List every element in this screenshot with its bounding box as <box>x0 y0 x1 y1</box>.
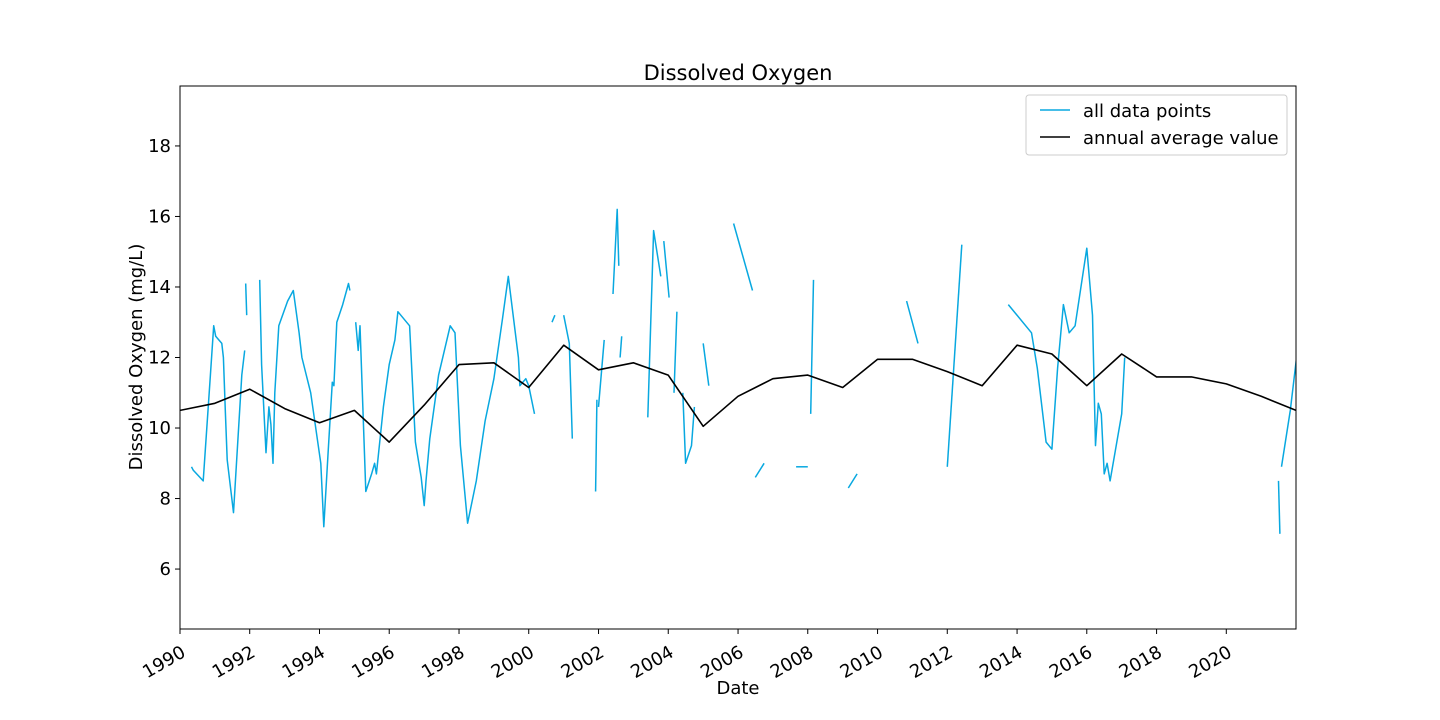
y-tick-label-8: 8 <box>160 489 171 510</box>
x-tick-label-1996: 1996 <box>348 642 398 683</box>
series-all-data-points-segment-23 <box>1277 480 1281 534</box>
series-all-data-points-segment-5 <box>562 315 574 439</box>
legend-box <box>1025 94 1288 156</box>
series-all-data-points-segment-9 <box>619 336 623 358</box>
x-tick-label-1990: 1990 <box>139 642 189 683</box>
series-all-data-points-segment-28 <box>1340 470 1343 481</box>
x-axis-label: Date <box>716 678 759 699</box>
x-tick-label-2006: 2006 <box>697 642 747 683</box>
series-all-data-points-segment-22 <box>1007 247 1126 482</box>
x-tick-label-1992: 1992 <box>209 642 259 683</box>
series-all-data-points-segment-2 <box>258 279 351 528</box>
series-all-data-points-segment-6 <box>594 399 598 492</box>
series-all-data-points-segment-3 <box>354 275 536 524</box>
x-tick-label-1998: 1998 <box>418 642 468 683</box>
x-tick-label-2002: 2002 <box>558 642 608 683</box>
axes-layer: 6 8 10 12 14 16 18 1990 1992 1994 1996 1998 2000 2002… <box>139 136 1235 683</box>
plot-frame <box>179 85 1297 630</box>
series-all-data-points-segment-14 <box>702 343 710 386</box>
series-all-data-points-segment-29 <box>1348 174 1440 502</box>
x-tick-label-2004: 2004 <box>627 642 677 683</box>
y-tick-label-16: 16 <box>148 206 171 227</box>
series-all-data-points-segment-25 <box>1305 284 1320 404</box>
series-layer <box>180 174 1440 534</box>
x-tick-label-2018: 2018 <box>1116 642 1166 683</box>
chart-title: Dissolved Oxygen <box>644 61 833 85</box>
x-tick-label-2008: 2008 <box>767 642 817 683</box>
x-tick-label-2012: 2012 <box>906 642 956 683</box>
series-all-data-points-segment-19 <box>847 473 858 489</box>
series-annual-average-line <box>180 344 1296 443</box>
y-axis-label: Dissolved Oxygen (mg/L) <box>126 244 147 471</box>
series-all-data-points-segment-4 <box>551 314 556 323</box>
series-all-data-points-segment-7 <box>597 339 605 407</box>
legend-label-annual-average: annual average value <box>1083 128 1279 149</box>
series-all-data-points-segment-0 <box>190 325 246 514</box>
y-tick-label-14: 14 <box>148 277 171 298</box>
series-all-data-points-segment-13 <box>682 392 696 465</box>
series-all-data-points-segment-26 <box>1322 403 1328 456</box>
y-tick-label-18: 18 <box>148 136 171 157</box>
series-all-data-points-segment-18 <box>809 279 815 414</box>
series-all-data-points-segment-20 <box>905 300 919 344</box>
series-all-data-points-segment-11 <box>663 241 670 298</box>
series-all-data-points-segment-15 <box>732 223 754 291</box>
x-tick-label-2020: 2020 <box>1185 642 1235 683</box>
y-tick-label-6: 6 <box>160 559 171 580</box>
series-all-data-points-segment-8 <box>612 208 620 295</box>
y-tick-label-10: 10 <box>148 418 171 439</box>
x-tick-label-2014: 2014 <box>976 642 1026 683</box>
series-all-data-points-segment-24 <box>1280 355 1296 467</box>
series-all-data-points-segment-10 <box>647 229 662 418</box>
series-all-data-points-segment-21 <box>946 244 963 467</box>
x-tick-label-2000: 2000 <box>488 642 538 683</box>
x-tick-label-2010: 2010 <box>837 642 887 683</box>
x-tick-label-2016: 2016 <box>1046 642 1096 683</box>
x-tick-label-1994: 1994 <box>279 642 329 683</box>
legend-label-all-data-points: all data points <box>1083 101 1211 122</box>
series-all-data-points-segment-12 <box>673 311 678 393</box>
legend: all data points annual average value <box>1025 94 1288 156</box>
y-tick-label-12: 12 <box>148 348 171 369</box>
series-all-data-points-segment-1 <box>244 283 248 316</box>
series-all-data-points-segment-16 <box>754 462 765 478</box>
series-all-data-points-segment-27 <box>1331 456 1334 467</box>
